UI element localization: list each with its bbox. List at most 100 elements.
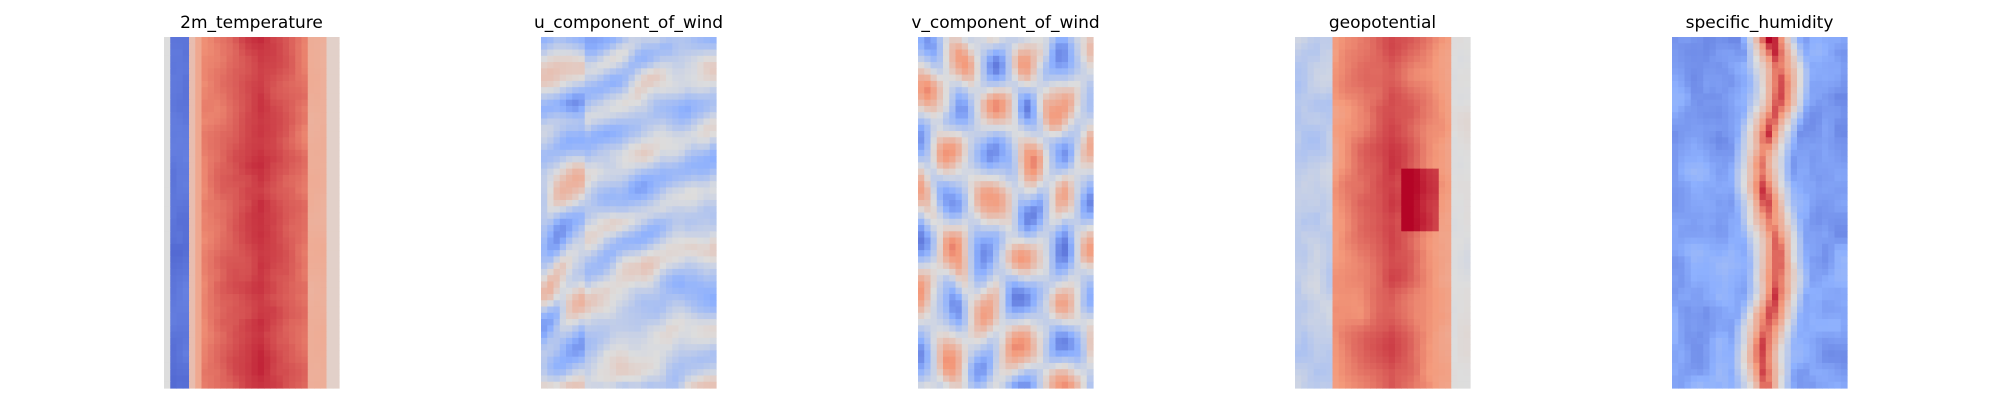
heatmap-cell	[999, 87, 1007, 95]
heatmap-cell	[1036, 212, 1044, 220]
heatmap-cell	[993, 350, 1000, 358]
heatmap-cell	[559, 137, 567, 145]
heatmap-cell	[572, 237, 580, 245]
heatmap-cell	[609, 300, 617, 308]
heatmap-cell	[1451, 87, 1459, 95]
heatmap-cell	[566, 74, 573, 82]
heatmap-cell	[220, 250, 228, 257]
heatmap-cell	[164, 243, 171, 251]
heatmap-cell	[176, 74, 184, 82]
heatmap-cell	[201, 300, 209, 308]
heatmap-cell	[653, 124, 661, 132]
heatmap-cell	[547, 350, 555, 358]
heatmap-cell	[1357, 80, 1365, 88]
heatmap-cell	[1011, 356, 1019, 364]
heatmap-cell	[207, 143, 215, 151]
heatmap-cell	[572, 256, 580, 264]
heatmap-cell	[1011, 319, 1019, 326]
heatmap-cell	[1376, 74, 1384, 82]
heatmap-cell	[207, 93, 215, 101]
heatmap-cell	[691, 168, 698, 176]
heatmap-cell	[968, 281, 975, 289]
heatmap-cell	[320, 99, 328, 107]
heatmap-cell	[930, 37, 938, 44]
heatmap-cell	[974, 149, 982, 157]
heatmap-cell	[572, 124, 580, 132]
heatmap-cell	[289, 99, 296, 107]
heatmap-cell	[591, 319, 598, 326]
heatmap-cell	[634, 174, 642, 182]
heatmap-cell	[553, 162, 561, 170]
heatmap-cell	[326, 268, 334, 276]
heatmap-cell	[1055, 306, 1063, 314]
heatmap-cell	[1055, 243, 1063, 251]
heatmap-cell	[691, 300, 698, 308]
heatmap-cell	[251, 331, 259, 339]
heatmap-cell	[709, 293, 717, 301]
heatmap-cell	[930, 325, 938, 333]
heatmap-cell	[1080, 80, 1088, 88]
heatmap-cell	[201, 149, 209, 157]
heatmap-cell	[1055, 262, 1063, 270]
heatmap-cell	[547, 131, 555, 138]
heatmap-cell	[1018, 80, 1025, 88]
heatmap-cell	[541, 112, 548, 120]
heatmap-cell	[936, 87, 944, 95]
heatmap-cell	[232, 181, 240, 189]
heatmap-cell	[980, 55, 988, 63]
heatmap-cell	[182, 356, 190, 364]
heatmap-cell	[547, 369, 555, 377]
heatmap-cell	[547, 356, 555, 364]
heatmap-cell	[616, 369, 623, 377]
heatmap-cell	[1086, 80, 1094, 88]
heatmap-cell	[276, 250, 284, 257]
heatmap-cell	[691, 262, 698, 270]
heatmap-cell	[1301, 87, 1309, 95]
heatmap-cell	[666, 124, 673, 132]
heatmap-cell	[220, 237, 228, 245]
heatmap-cell	[1018, 300, 1025, 308]
heatmap-cell	[943, 55, 950, 63]
heatmap-cell	[1068, 350, 1075, 358]
heatmap-cell	[553, 118, 561, 126]
heatmap-cell	[1018, 74, 1025, 82]
heatmap-cell	[307, 181, 315, 189]
heatmap-cell	[993, 37, 1000, 44]
heatmap-cell	[993, 268, 1000, 276]
heatmap-cell	[251, 262, 259, 270]
heatmap-cell	[232, 262, 240, 270]
heatmap-cell	[578, 218, 586, 226]
heatmap-cell	[691, 80, 698, 88]
heatmap-cell	[961, 375, 969, 383]
heatmap-cell	[1024, 37, 1032, 44]
heatmap-cell	[195, 74, 203, 82]
heatmap-cell	[936, 350, 944, 358]
heatmap-cell	[1061, 193, 1069, 201]
heatmap-cell	[314, 143, 321, 151]
heatmap-cell	[980, 350, 988, 358]
heatmap-cell	[949, 262, 957, 270]
heatmap-cell	[239, 74, 246, 82]
heatmap-cell	[214, 325, 221, 333]
heatmap-cell	[1420, 80, 1427, 88]
heatmap-cell	[207, 49, 215, 57]
heatmap-cell	[170, 369, 178, 377]
heatmap-cell	[943, 312, 950, 320]
heatmap-cell	[584, 337, 592, 345]
heatmap-cell	[993, 300, 1000, 308]
heatmap-cell	[559, 369, 567, 377]
heatmap-cell	[553, 262, 561, 270]
heatmap-cell	[314, 74, 321, 82]
heatmap-cell	[1036, 350, 1044, 358]
heatmap-cell	[943, 356, 950, 364]
heatmap-cell	[974, 375, 982, 383]
heatmap-cell	[930, 118, 938, 126]
heatmap-cell	[170, 325, 178, 333]
heatmap-cell	[936, 43, 944, 51]
heatmap-cell	[566, 281, 573, 289]
heatmap-cell	[709, 281, 717, 289]
heatmap-cell	[214, 55, 221, 63]
heatmap-cell	[672, 187, 680, 195]
heatmap-cell	[566, 55, 573, 63]
heatmap-cell	[282, 93, 290, 101]
